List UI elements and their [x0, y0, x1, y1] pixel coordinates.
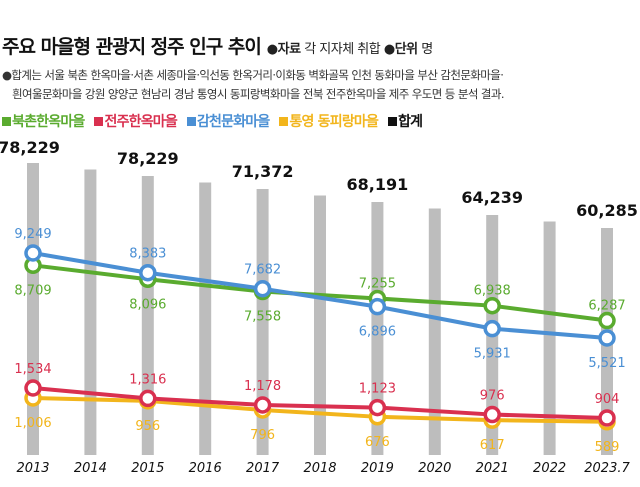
value-label-gamcheon: 5,931 — [474, 347, 511, 362]
total-bar — [371, 202, 384, 455]
value-label-dongpirang: 617 — [480, 438, 505, 453]
legend-item-gamcheon: 감천문화마을 — [186, 111, 270, 131]
value-label-gamcheon: 5,521 — [588, 356, 625, 371]
unit-text: 명 — [421, 42, 433, 57]
total-label: 64,239 — [461, 188, 523, 207]
value-label-jeonju: 904 — [595, 392, 620, 407]
line-dongpirang — [32, 396, 608, 424]
chart-note: ●합계는 서울 북촌 한옥마을·서촌 세종마을·익선동 한옥거리·이화동 벽화골… — [2, 66, 504, 104]
total-label: 68,191 — [347, 175, 409, 194]
value-label-gamcheon: 6,896 — [359, 325, 396, 340]
point-jeonju — [139, 389, 157, 408]
line-gamcheon — [32, 251, 608, 340]
point-bukchon — [483, 296, 501, 315]
point-gamcheon — [253, 279, 272, 298]
value-label-bukchon: 7,255 — [359, 276, 396, 291]
value-label-jeonju: 1,178 — [244, 379, 281, 394]
unit-label: ●단위 — [383, 42, 418, 57]
value-label-bukchon: 6,938 — [474, 284, 511, 299]
x-tick-label: 2015 — [131, 461, 164, 476]
legend-item-bukchon: 북촌한옥마을 — [2, 111, 85, 131]
note-line-1: ●합계는 서울 북촌 한옥마을·서촌 세종마을·익선동 한옥거리·이화동 벽화골… — [2, 68, 504, 82]
value-label-dongpirang: 589 — [595, 440, 620, 455]
total-bar — [543, 221, 556, 455]
x-tick-label: 2022 — [533, 461, 566, 476]
x-tick-label: 2019 — [361, 461, 394, 476]
x-tick-label: 2018 — [303, 461, 336, 476]
total-label: 71,372 — [232, 162, 294, 181]
x-tick-label: 2017 — [246, 461, 280, 476]
point-gamcheon — [24, 244, 42, 262]
value-label-dongpirang: 1,006 — [14, 416, 51, 431]
note-line-2: 흰여울문화마을 강원 양양군 현남리 경남 통영시 동피랑벽화마을 전북 전주한… — [12, 87, 504, 101]
x-tick-label: 2016 — [189, 461, 222, 476]
point-gamcheon — [483, 319, 501, 338]
point-jeonju — [368, 398, 387, 417]
total-label: 78,229 — [117, 149, 179, 168]
value-label-bukchon: 7,558 — [244, 310, 281, 325]
chart-title: 주요 마을형 관광지 정주 인구 추이 ●자료 각 지자체 취합 ●단위 명 — [2, 32, 433, 59]
point-jeonju — [253, 396, 272, 414]
value-label-bukchon: 8,709 — [14, 283, 51, 298]
x-tick-label: 2020 — [418, 461, 451, 476]
point-gamcheon — [139, 263, 157, 282]
value-label-dongpirang: 956 — [135, 419, 160, 434]
point-gamcheon — [598, 329, 616, 347]
total-label: 78,229 — [0, 138, 60, 157]
legend-item-jeonju: 전주한옥마을 — [94, 111, 178, 131]
total-bar — [314, 195, 326, 455]
value-label-bukchon: 8,096 — [129, 297, 166, 312]
point-jeonju — [24, 379, 42, 397]
value-label-gamcheon: 8,383 — [129, 247, 166, 262]
point-gamcheon — [368, 297, 387, 316]
legend: 북촌한옥마을 전주한옥마을 감천문화마을 통영 동피랑마을 합계 — [2, 111, 423, 131]
total-bar — [199, 182, 212, 455]
value-label-jeonju: 976 — [480, 389, 505, 404]
source-label: ●자료 — [266, 42, 301, 57]
line-jeonju — [32, 386, 608, 420]
value-label-jeonju: 1,316 — [129, 372, 166, 387]
x-tick-label: 2013 — [16, 461, 49, 476]
value-label-gamcheon: 7,682 — [244, 263, 281, 278]
total-bar — [428, 208, 441, 455]
total-bar — [84, 169, 97, 455]
total-bar — [27, 163, 39, 455]
total-bar — [256, 189, 269, 455]
x-tick-label: 2014 — [74, 461, 107, 476]
value-label-dongpirang: 796 — [250, 428, 275, 443]
value-label-jeonju: 1,123 — [359, 382, 396, 397]
line-bukchon — [32, 263, 608, 323]
total-label: 60,285 — [576, 201, 638, 220]
x-tick-label: 2023.7 — [584, 461, 630, 476]
value-label-dongpirang: 676 — [365, 435, 390, 450]
source-text: 각 지자체 취합 — [304, 42, 381, 57]
value-label-jeonju: 1,534 — [14, 362, 51, 377]
title-text: 주요 마을형 관광지 정주 인구 추이 — [2, 36, 262, 58]
value-label-gamcheon: 9,249 — [14, 227, 51, 242]
point-bukchon — [598, 311, 616, 330]
value-label-bukchon: 6,287 — [588, 299, 625, 314]
x-tick-label: 2021 — [476, 461, 509, 476]
total-bar — [141, 176, 154, 455]
legend-item-dongpirang: 통영 동피랑마을 — [279, 111, 379, 131]
legend-item-total: 합계 — [388, 111, 423, 131]
point-jeonju — [598, 409, 616, 427]
point-jeonju — [483, 405, 501, 424]
